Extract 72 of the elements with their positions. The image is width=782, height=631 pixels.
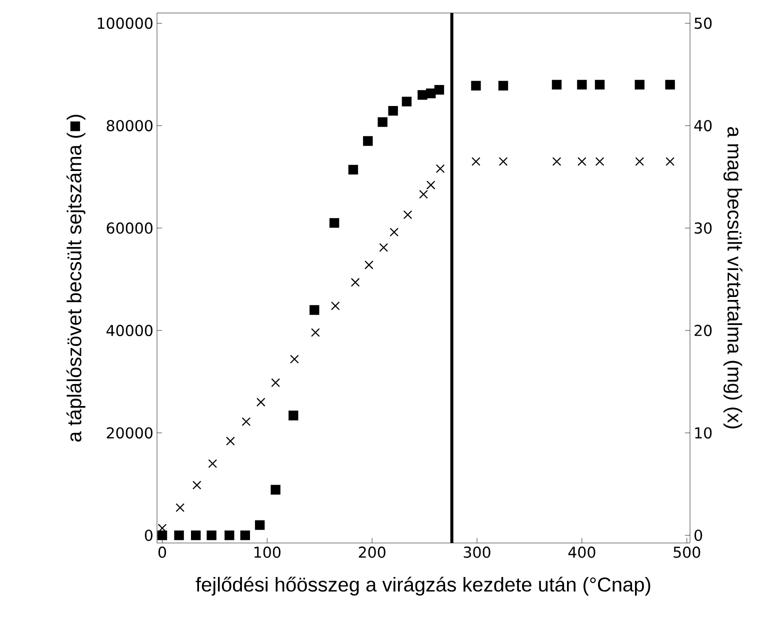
point <box>390 228 399 237</box>
point <box>256 398 266 407</box>
point <box>378 117 388 127</box>
y2-tick-label: 40 <box>694 120 712 132</box>
point <box>666 157 675 166</box>
point <box>240 530 250 540</box>
point <box>577 80 587 90</box>
y2-tick-label: 30 <box>694 222 712 234</box>
point <box>157 530 168 540</box>
point <box>310 305 320 315</box>
point <box>226 436 235 446</box>
point <box>436 164 445 174</box>
point <box>192 480 202 490</box>
point <box>174 530 184 540</box>
x-tick-label: 500 <box>674 546 700 558</box>
y-tick-label: 80000 <box>106 120 152 132</box>
point <box>311 328 320 337</box>
y2-axis-title: a mag becsült víztartalma (mg) (x) <box>723 127 742 428</box>
y2-tick-label: 20 <box>694 324 712 336</box>
point <box>426 180 436 190</box>
y2-tick-label: 0 <box>694 530 702 541</box>
point <box>329 218 340 228</box>
point <box>665 80 675 90</box>
point <box>330 301 340 310</box>
point <box>208 459 218 468</box>
point <box>379 243 388 252</box>
point <box>418 90 428 100</box>
point <box>472 157 480 166</box>
point <box>176 503 185 512</box>
point <box>552 157 562 166</box>
x-tick-label: 400 <box>568 546 596 558</box>
point <box>403 210 412 220</box>
point <box>595 157 604 166</box>
point <box>190 530 201 540</box>
point <box>388 106 398 116</box>
point <box>254 520 265 530</box>
y-tick-label: 0 <box>144 530 152 541</box>
y-tick-label: 100000 <box>98 18 152 29</box>
y2-tick-label: 50 <box>694 18 712 29</box>
point <box>434 84 444 95</box>
point <box>634 80 644 90</box>
x-tick-label: 200 <box>358 546 386 558</box>
y-tick-label: 60000 <box>106 222 152 234</box>
point <box>552 80 562 90</box>
point <box>471 80 481 91</box>
point <box>242 417 251 426</box>
point <box>290 354 299 364</box>
point <box>577 157 586 166</box>
point <box>350 278 360 287</box>
point <box>224 530 234 540</box>
point <box>288 410 298 420</box>
x-tick-label: 100 <box>254 546 280 558</box>
point <box>206 530 216 540</box>
point <box>271 378 280 388</box>
point <box>364 260 374 270</box>
y-tick-label: 20000 <box>106 427 152 439</box>
y-tick-label: 40000 <box>106 324 152 336</box>
point <box>348 164 358 175</box>
point <box>402 96 412 106</box>
x-tick-label: 0 <box>158 546 166 558</box>
point <box>594 80 605 90</box>
x-axis-title: fejlődési hőösszeg a virágzás kezdete után (°Cnap) <box>196 576 650 596</box>
point <box>498 80 508 91</box>
point <box>498 157 508 166</box>
point <box>635 157 644 166</box>
y2-tick-label: 10 <box>695 427 712 439</box>
x-tick-label: 300 <box>464 546 490 558</box>
point <box>426 88 436 98</box>
point <box>270 484 280 495</box>
y-axis-title: a táplálószövet becsült sejtszáma (■) <box>66 114 86 442</box>
point <box>363 136 373 146</box>
point <box>419 190 428 199</box>
